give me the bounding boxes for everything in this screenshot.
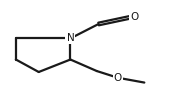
- Text: O: O: [114, 73, 122, 83]
- Text: N: N: [67, 33, 74, 43]
- Text: O: O: [130, 12, 139, 22]
